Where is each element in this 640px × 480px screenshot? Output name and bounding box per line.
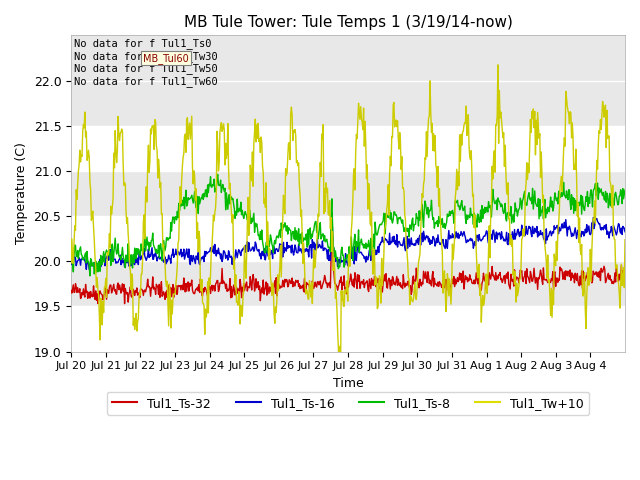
Bar xyxy=(71,216,625,261)
Bar xyxy=(71,306,625,351)
Legend: Tul1_Ts-32, Tul1_Ts-16, Tul1_Ts-8, Tul1_Tw+10: Tul1_Ts-32, Tul1_Ts-16, Tul1_Ts-8, Tul1_… xyxy=(107,392,589,415)
Y-axis label: Temperature (C): Temperature (C) xyxy=(15,143,28,244)
Text: MB_Tul60: MB_Tul60 xyxy=(143,53,189,63)
X-axis label: Time: Time xyxy=(333,377,364,390)
Text: No data for f Tul1_Ts0
No data for f Tul1_Tw30
No data for f Tul1_Tw50
No data f: No data for f Tul1_Ts0 No data for f Tul… xyxy=(74,38,218,86)
Bar xyxy=(71,126,625,171)
Title: MB Tule Tower: Tule Temps 1 (3/19/14-now): MB Tule Tower: Tule Temps 1 (3/19/14-now… xyxy=(184,15,513,30)
